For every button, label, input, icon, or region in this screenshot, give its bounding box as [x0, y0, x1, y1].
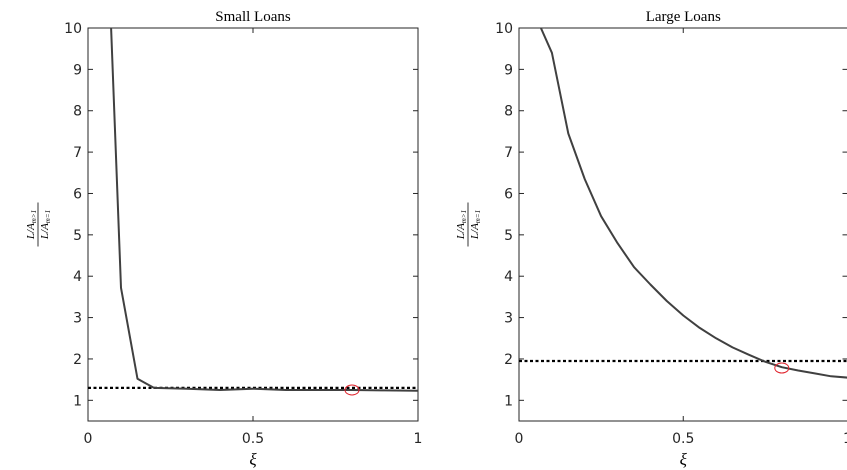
x-tick-label: 0.5 — [242, 431, 264, 447]
panel-small-loans: Small Loans 1 2 3 4 5 6 7 8 9 10 0 0.5 1 ξ L/Am>1L/Am=1 — [25, 9, 422, 469]
y-tick-label: 4 — [504, 269, 513, 285]
x-axis-label: ξ — [249, 450, 257, 469]
series-line — [110, 28, 418, 392]
highlight-marker — [344, 384, 360, 396]
y-tick-label: 6 — [73, 186, 82, 202]
y-tick-label: 5 — [73, 228, 82, 244]
plot-frame — [518, 27, 847, 422]
y-label-part: L/Am=1 — [39, 210, 52, 240]
chart-title: Small Loans — [215, 9, 291, 25]
y-tick-label: 1 — [73, 393, 82, 409]
y-label-part: L/Am=1 — [469, 210, 482, 240]
y-tick-label: 6 — [504, 186, 513, 202]
plot-frame — [87, 27, 419, 422]
highlight-marker — [774, 362, 790, 374]
y-axis-label: L/Am>1L/Am=1 — [455, 202, 482, 247]
y-tick-label: 9 — [504, 62, 513, 78]
y-tick-label: 2 — [504, 352, 513, 368]
y-tick-label: 9 — [73, 62, 82, 78]
x-axis-label: ξ — [680, 450, 688, 469]
y-tick-label: 7 — [504, 145, 513, 161]
x-tick-label: 1 — [414, 431, 423, 447]
y-tick-label: 10 — [64, 21, 82, 37]
x-tick-label: 1 — [843, 431, 847, 447]
y-tick-label: 10 — [495, 21, 513, 37]
y-label-part: L/Am>1 — [455, 210, 468, 240]
y-tick-label: 4 — [73, 269, 82, 285]
y-tick-label: 5 — [504, 228, 513, 244]
y-tick-label: 8 — [504, 104, 513, 120]
panel-large-loans: Large Loans 1 2 3 4 5 6 7 8 9 10 0 0.5 1 ξ L/Am>1L/Am=1 — [455, 9, 847, 469]
chart-title: Large Loans — [646, 9, 721, 25]
y-tick-label: 3 — [73, 311, 82, 327]
x-tick-label: 0 — [84, 431, 93, 447]
y-tick-label: 7 — [73, 145, 82, 161]
y-axis-label: L/Am>1L/Am=1 — [25, 202, 52, 247]
y-tick-label: 2 — [73, 352, 82, 368]
x-tick-label: 0.5 — [672, 431, 694, 447]
y-tick-label: 3 — [504, 311, 513, 327]
y-tick-label: 8 — [73, 104, 82, 120]
y-label-part: L/Am>1 — [25, 210, 38, 240]
series-line — [539, 28, 847, 379]
y-tick-label: 1 — [504, 393, 513, 409]
x-tick-label: 0 — [515, 431, 524, 447]
